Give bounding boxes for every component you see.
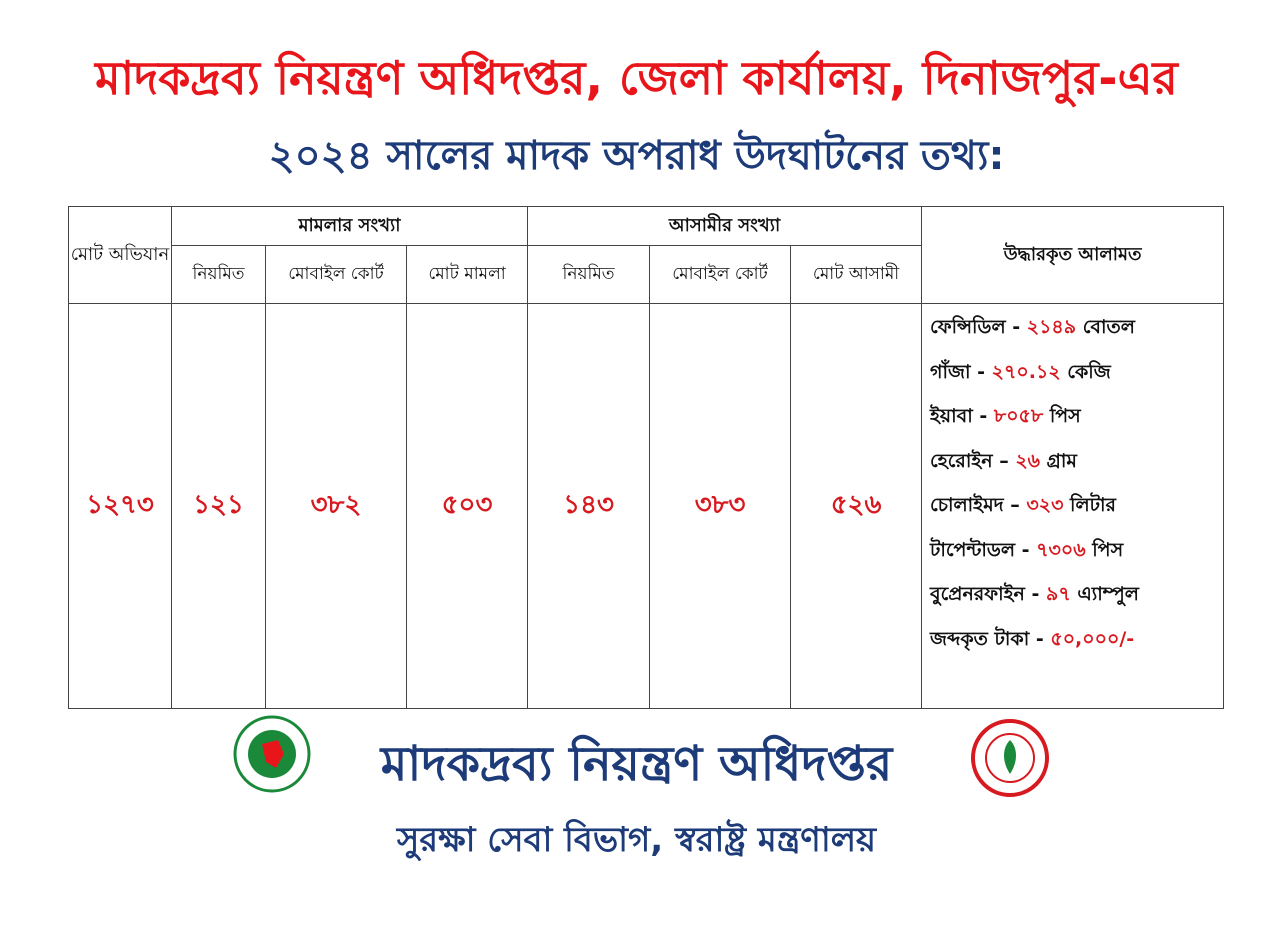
group-header: আসামীর সংখ্যা	[527, 206, 923, 246]
item-name: টাপেন্টাডল	[930, 538, 1016, 561]
recovered-item: টাপেন্টাডল - ৭৩০৬ পিস	[930, 533, 1215, 578]
organization: মাদকদ্রব্য নিয়ন্ত্রণ অধিদপ্তর	[380, 736, 893, 792]
recovered-item: বুপ্রেনরফাইন - ৯৭ এ্যাম্পুল	[930, 577, 1215, 622]
sub-header: নিয়মিত	[527, 245, 651, 304]
item-amount: ২৭০.১২	[991, 360, 1061, 383]
item-name: চোলাইমদ	[930, 494, 1004, 516]
item-unit: গ্রাম	[1046, 449, 1077, 472]
item-unit: এ্যাম্পুল	[1077, 583, 1139, 605]
item-unit: বোতল	[1082, 316, 1135, 338]
item-unit: কেজি	[1067, 360, 1111, 383]
item-separator: –	[999, 449, 1009, 472]
value-cell: ১২১	[171, 303, 266, 709]
value-cell: ১২৭৩	[68, 303, 172, 709]
item-unit: পিস	[1049, 405, 1081, 427]
item-name: গাঁজা	[930, 360, 971, 383]
item-separator: -	[1012, 316, 1021, 338]
value-cell: ১৪৩	[527, 303, 651, 709]
item-name: হেরোইন	[930, 449, 993, 472]
group-header: মামলার সংখ্যা	[170, 206, 529, 246]
ministry: সুরক্ষা সেবা বিভাগ, স্বরাষ্ট্র মন্ত্রণাল…	[396, 820, 877, 860]
sub-header: মোট মামলা	[405, 245, 529, 304]
item-name: জব্দকৃত টাকা	[930, 627, 1030, 650]
item-amount: ৫০,০০০/-	[1050, 627, 1135, 650]
item-separator: -	[1035, 627, 1044, 650]
sub-header: মোবাইল কোর্ট	[265, 245, 407, 304]
item-amount: ৩২৩	[1026, 494, 1064, 516]
item-amount: ৭৩০৬	[1036, 538, 1086, 561]
data-row: ১২৭৩ ১২১ ৩৮২ ৫০৩ ১৪৩ ৩৮৩ ৫২৬ ফেন্সিডিল - ২১৪৯ ব…	[68, 303, 1225, 709]
item-amount: ৯৭	[1046, 583, 1071, 605]
recovered-item: চোলাইমদ – ৩২৩ লিটার	[930, 488, 1215, 533]
item-separator: -	[977, 360, 986, 383]
item-name: ইয়াবা	[930, 405, 973, 427]
item-amount: ৮০৫৮	[993, 405, 1044, 427]
govt-logo	[233, 715, 311, 793]
sub-header: মোবাইল কোর্ট	[649, 245, 792, 304]
subtitle: ২০২৪ সালের মাদক অপরাধ উদঘাটনের তথ্য:	[268, 133, 1005, 179]
item-separator: –	[1010, 494, 1020, 516]
recovered-item: জব্দকৃত টাকা - ৫০,০০০/-	[930, 622, 1215, 667]
value-cell: ৩৮৩	[649, 303, 792, 709]
value-cell: ৩৮২	[265, 303, 407, 709]
title: মাদকদ্রব্য নিয়ন্ত্রণ অধিদপ্তর, জেলা কার…	[95, 51, 1178, 105]
item-separator: -	[1031, 583, 1040, 605]
item-unit: পিস	[1092, 538, 1124, 561]
item-separator: -	[1021, 538, 1030, 561]
item-name: বুপ্রেনরফাইন	[930, 583, 1025, 605]
item-unit: লিটার	[1070, 494, 1116, 516]
item-amount: ২৬	[1015, 449, 1041, 472]
header-cell: মোট অভিযান	[68, 206, 172, 304]
sub-header: মোট আসামী	[790, 245, 923, 304]
item-separator: -	[979, 405, 988, 427]
dnc-logo	[971, 719, 1049, 797]
sub-header: নিয়মিত	[171, 245, 266, 304]
recovered-item: ইয়াবা - ৮০৫৮ পিস	[930, 399, 1215, 444]
item-amount: ২১৪৯	[1026, 316, 1077, 338]
recovered-item: হেরোইন – ২৬ গ্রাম	[930, 444, 1215, 489]
recovered-item: গাঁজা - ২৭০.১২ কেজি	[930, 355, 1215, 400]
header-cell: উদ্ধারকৃত আলামত	[921, 206, 1225, 304]
data-table: মোট অভিযান মামলার সংখ্যা আসামীর সংখ্যা উ…	[68, 206, 1225, 709]
item-name: ফেন্সিডিল	[930, 316, 1006, 338]
value-cell: ৫০৩	[405, 303, 529, 709]
recovered-cell: ফেন্সিডিল - ২১৪৯ বোতল গাঁজা - ২৭০.১২ কেজ…	[921, 303, 1225, 709]
recovered-item: ফেন্সিডিল - ২১৪৯ বোতল	[930, 310, 1215, 355]
value-cell: ৫২৬	[790, 303, 923, 709]
